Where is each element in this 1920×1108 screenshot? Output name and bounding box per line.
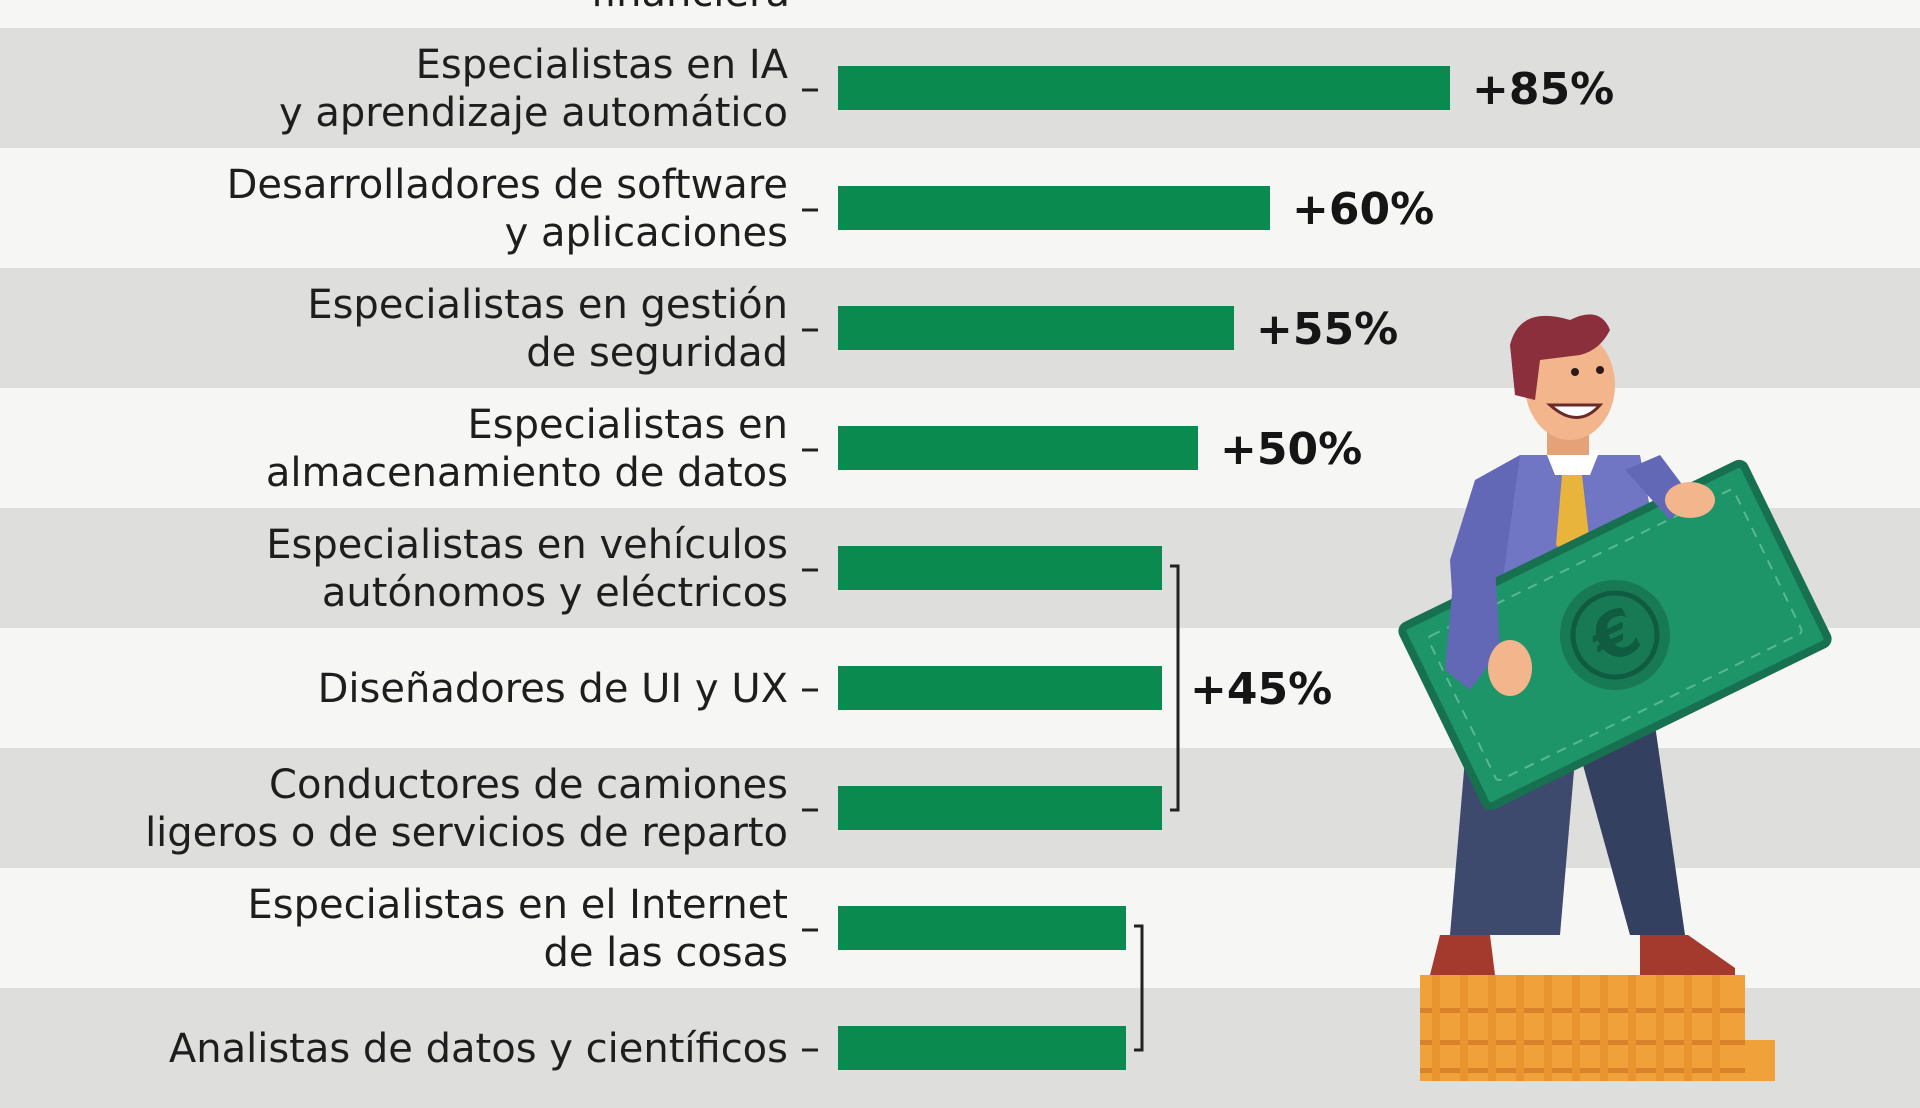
category-label: Especialistas en almacenamiento de datos bbox=[266, 402, 788, 496]
bar-chart: financiera Especialistas en IAy aprendiza… bbox=[145, 0, 1832, 1081]
group-bracket bbox=[1134, 924, 1144, 1052]
bar bbox=[838, 426, 1198, 470]
category-label: Desarrolladores de software y aplicacione… bbox=[227, 162, 788, 256]
hair-icon bbox=[1510, 314, 1610, 400]
category-label: Analistas de datos y científicos bbox=[169, 1026, 788, 1072]
right-shoe-icon bbox=[1640, 935, 1735, 975]
value-label: +45% bbox=[1190, 664, 1332, 715]
bar bbox=[838, 1026, 1126, 1070]
bar bbox=[838, 306, 1234, 350]
category-label: Especialistas en IA y aprendizaje automát… bbox=[279, 42, 789, 136]
value-label: +55% bbox=[1256, 304, 1398, 355]
category-label: Especialistas en vehículos autónomos y el… bbox=[266, 522, 788, 616]
value-label: +60% bbox=[1292, 184, 1434, 235]
businessman-illustration: € bbox=[1398, 314, 1832, 1081]
left-hand-icon bbox=[1488, 640, 1532, 696]
category-label: Especialistas en el Internet de las cosas bbox=[248, 882, 789, 976]
left-shoe-icon bbox=[1430, 935, 1495, 975]
bar bbox=[838, 66, 1450, 110]
value-label: +85% bbox=[1472, 64, 1614, 115]
euro-banknote-icon: € bbox=[1398, 459, 1832, 811]
bar bbox=[838, 906, 1126, 950]
bar bbox=[838, 186, 1270, 230]
right-hand-icon bbox=[1665, 482, 1715, 518]
bar bbox=[838, 666, 1162, 710]
top-fragment-label: financiera bbox=[591, 0, 790, 16]
coin-stack-icon bbox=[1420, 975, 1775, 1081]
category-label: Conductores de camiones ligeros o de serv… bbox=[145, 762, 788, 856]
bar bbox=[838, 786, 1162, 830]
bar bbox=[838, 546, 1162, 590]
group-bracket bbox=[1170, 564, 1180, 812]
category-label: Especialistas en gestión de seguridad bbox=[307, 282, 788, 376]
value-label: +50% bbox=[1220, 424, 1362, 475]
category-label: Diseñadores de UI y UX bbox=[318, 666, 788, 712]
row-stripe bbox=[0, 0, 1920, 28]
